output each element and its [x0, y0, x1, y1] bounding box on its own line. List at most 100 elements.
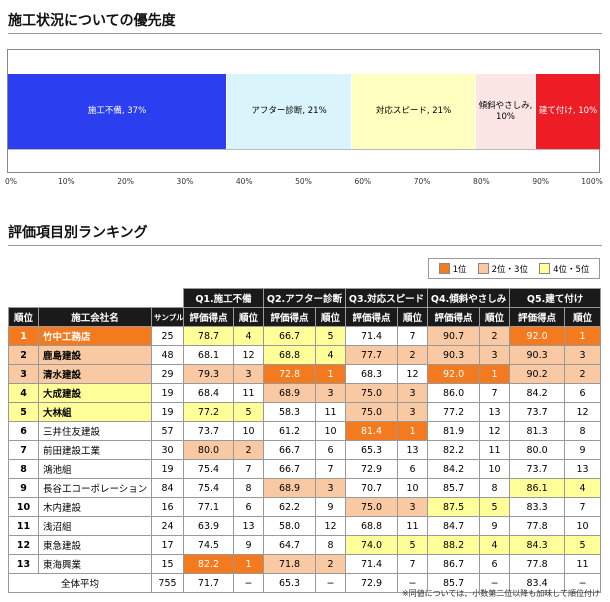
- q3-score-cell: 75.0: [345, 497, 399, 517]
- company-name-cell: 大成建設: [38, 383, 152, 403]
- q2-rank-cell: 11: [315, 402, 347, 422]
- overall-rank-cell: 11: [8, 516, 39, 536]
- table-row: 3 清水建設 29 79.3 3 72.8 1 68.3 12 92.0 1 90.2 2: [8, 364, 602, 384]
- q5-score-cell: 77.8: [509, 554, 566, 574]
- sample-count-cell: 57: [151, 421, 184, 441]
- bar-segment-1: 施工不備, 37%: [8, 74, 227, 149]
- q3-score-cell: 71.4: [345, 554, 399, 574]
- q4-rank-cell: 11: [479, 440, 511, 460]
- ranking-table-body: 1 竹中工務店 25 78.7 4 66.7 5 71.4 7 90.7 2 92.0 1 2 鹿島建設 48…: [8, 326, 602, 593]
- q4-score-cell: 81.9: [427, 421, 481, 441]
- legend-swatch-rank23: [477, 263, 489, 274]
- sample-count-cell: 19: [151, 459, 184, 479]
- q4-rank-cell: 13: [479, 402, 511, 422]
- question-header-row: Q1.施工不備 Q2.アフター診断 Q3.対応スピード Q4.傾斜やさしみ Q5…: [8, 288, 602, 308]
- company-name-cell: 東海興業: [38, 554, 152, 574]
- q4-rank-cell: 2: [479, 326, 511, 346]
- sample-count-cell: 30: [151, 440, 184, 460]
- header-q1-rank: 順位: [232, 307, 265, 327]
- q4-average-rank-cell: −: [479, 573, 511, 593]
- q2-rank-cell: 1: [315, 364, 347, 384]
- q4-score-cell: 84.7: [427, 516, 481, 536]
- header-blank: [8, 288, 184, 308]
- q4-score-cell: 92.0: [427, 364, 481, 384]
- x-tick-label: 0%: [5, 177, 17, 186]
- q3-rank-cell: 13: [397, 440, 429, 460]
- q1-score-cell: 77.1: [183, 497, 234, 517]
- q3-rank-cell: 7: [397, 326, 429, 346]
- q1-score-cell: 77.2: [183, 402, 234, 422]
- q4-rank-cell: 1: [479, 364, 511, 384]
- q4-rank-cell: 7: [479, 383, 511, 403]
- overall-rank-cell: 5: [8, 402, 39, 422]
- q4-rank-cell: 8: [479, 478, 511, 498]
- bar-segment-label-5: 建て付け, 10%: [538, 106, 598, 116]
- q1-rank-cell: 13: [232, 516, 265, 536]
- x-tick-label: 90%: [532, 177, 550, 186]
- q3-rank-cell: 7: [397, 554, 429, 574]
- sample-count-cell: 19: [151, 383, 184, 403]
- q1-rank-cell: 6: [232, 497, 265, 517]
- q2-score-cell: 64.7: [263, 535, 317, 555]
- q2-rank-cell: 5: [315, 326, 347, 346]
- q4-score-cell: 87.5: [427, 497, 481, 517]
- x-tick-label: 80%: [473, 177, 490, 186]
- q5-score-cell: 80.0: [509, 440, 566, 460]
- q1-score-cell: 80.0: [183, 440, 234, 460]
- q3-average-score-cell: 72.9: [345, 573, 399, 593]
- company-name-cell: 木内建設: [38, 497, 152, 517]
- q1-average-score-cell: 71.7: [183, 573, 234, 593]
- x-tick-label: 60%: [354, 177, 372, 186]
- company-name-cell: 清水建設: [38, 364, 152, 384]
- q2-rank-cell: 7: [315, 459, 347, 479]
- q1-rank-cell: 12: [232, 345, 265, 365]
- q1-rank-cell: 8: [232, 478, 265, 498]
- table-row: 9 長谷工コーポレーション 84 75.4 8 68.9 3 70.7 10 85.7 8 86.1 4: [8, 478, 602, 498]
- legend-item-rank45: 4位・5位: [539, 263, 589, 275]
- x-tick-label: 50%: [295, 177, 312, 186]
- q5-score-cell: 90.3: [509, 345, 566, 365]
- legend-swatch-rank45: [539, 263, 551, 274]
- q3-score-cell: 77.7: [345, 345, 399, 365]
- q4-score-cell: 82.2: [427, 440, 481, 460]
- overall-rank-cell: 10: [8, 497, 39, 517]
- section2-rule: [8, 245, 602, 246]
- company-name-cell: 東急建設: [38, 535, 152, 555]
- q3-score-cell: 71.4: [345, 326, 399, 346]
- q1-rank-cell: 11: [232, 383, 265, 403]
- q5-rank-cell: 13: [564, 459, 602, 479]
- q5-rank-cell: 8: [564, 421, 602, 441]
- legend-swatch-rank1: [438, 263, 450, 274]
- company-name-cell: 鴻池組: [38, 459, 152, 479]
- sample-count-cell: 19: [151, 402, 184, 422]
- q3-rank-cell: 11: [397, 516, 429, 536]
- q4-score-cell: 90.3: [427, 345, 481, 365]
- q1-rank-cell: 3: [232, 364, 265, 384]
- sample-count-cell: 29: [151, 364, 184, 384]
- q5-rank-cell: 2: [564, 364, 602, 384]
- x-tick-label: 100%: [581, 177, 603, 186]
- overall-rank-cell: 1: [8, 326, 39, 346]
- bar-segment-5: 建て付け, 10%: [536, 74, 601, 149]
- bar-segments: 施工不備, 37% アフター診断, 21% 対応スピード, 21% 傾斜やさしみ, 1…: [8, 74, 601, 149]
- q3-score-cell: 68.3: [345, 364, 399, 384]
- q3-average-rank-cell: −: [397, 573, 429, 593]
- q3-rank-cell: 10: [397, 478, 429, 498]
- sample-count-cell: 16: [151, 497, 184, 517]
- legend-label-rank45: 4位・5位: [553, 264, 590, 275]
- sample-count-cell: 15: [151, 554, 184, 574]
- table-row: 11 浅沼組 24 63.9 13 58.0 12 68.8 11 84.7 9 77.8 10: [8, 516, 602, 536]
- q3-rank-cell: 3: [397, 497, 429, 517]
- q2-rank-cell: 12: [315, 516, 347, 536]
- bar-segment-label-2: アフター診断, 21%: [251, 106, 327, 116]
- q5-score-cell: 81.3: [509, 421, 566, 441]
- overall-rank-cell: 4: [8, 383, 39, 403]
- q5-rank-cell: 10: [564, 516, 602, 536]
- table-row: 7 前田建設工業 30 80.0 2 66.7 6 65.3 13 82.2 11 80.0 9: [8, 440, 602, 460]
- q1-rank-cell: 5: [232, 402, 265, 422]
- bar-segment-4: 傾斜やさしみ, 10%: [476, 74, 536, 149]
- legend-label-rank23: 2位・3位: [491, 264, 528, 275]
- q5-score-cell: 73.7: [509, 459, 566, 479]
- q3-rank-cell: 5: [397, 535, 429, 555]
- q5-average-rank-cell: −: [564, 573, 602, 593]
